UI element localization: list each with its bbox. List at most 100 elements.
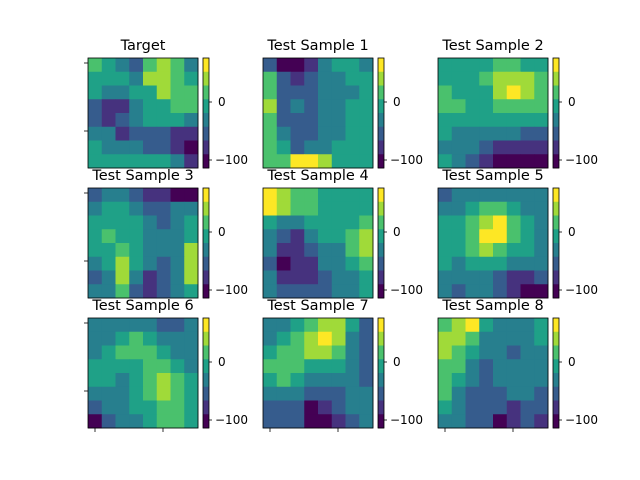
heatmap-cell bbox=[534, 99, 549, 114]
heatmap-cell bbox=[331, 243, 346, 258]
heatmap-cell bbox=[451, 140, 466, 155]
heatmap-cell bbox=[506, 373, 521, 388]
colorbar-tick-label: 0 bbox=[218, 95, 226, 109]
heatmap-cell bbox=[170, 215, 185, 230]
heatmap-cell bbox=[143, 414, 158, 429]
heatmap-cell bbox=[184, 85, 199, 100]
heatmap-cell bbox=[88, 140, 103, 155]
heatmap-cell bbox=[143, 284, 158, 299]
colorbar-tick-label: −100 bbox=[390, 413, 423, 427]
colorbar-tick-label: −100 bbox=[565, 153, 598, 167]
heatmap-cell bbox=[304, 373, 319, 388]
colorbar-segment bbox=[553, 201, 559, 216]
colorbar-segment bbox=[203, 58, 209, 73]
heatmap-cell bbox=[345, 243, 360, 258]
heatmap-cell bbox=[129, 113, 144, 128]
colorbar-segment bbox=[378, 229, 384, 244]
heatmap-cell bbox=[479, 318, 494, 333]
heatmap-cell bbox=[276, 229, 291, 244]
heatmap-cell bbox=[290, 256, 305, 271]
heatmap-cell bbox=[88, 386, 103, 401]
heatmap-cell bbox=[359, 113, 374, 128]
heatmap-cell bbox=[359, 154, 374, 169]
heatmap-cell bbox=[290, 386, 305, 401]
heatmap-cell bbox=[493, 215, 508, 230]
heatmap-cell bbox=[465, 229, 480, 244]
heatmap-cell bbox=[263, 386, 278, 401]
heatmap-cell bbox=[331, 331, 346, 346]
heatmap-cell bbox=[345, 201, 360, 216]
heatmap-cell bbox=[115, 243, 130, 258]
colorbar-segment bbox=[553, 154, 559, 169]
heatmap-cell bbox=[156, 345, 171, 360]
heatmap-cell bbox=[263, 140, 278, 155]
heatmap-cell bbox=[156, 215, 171, 230]
heatmap-cell bbox=[115, 140, 130, 155]
heatmap-cell bbox=[465, 270, 480, 285]
heatmap-cell bbox=[101, 71, 116, 86]
heatmap-cell bbox=[318, 71, 333, 86]
colorbar-segment bbox=[203, 373, 209, 388]
colorbar-segment bbox=[378, 154, 384, 169]
heatmap-cell bbox=[506, 318, 521, 333]
colorbar-segment bbox=[378, 85, 384, 100]
heatmap-cell bbox=[331, 318, 346, 333]
heatmap-cell bbox=[88, 284, 103, 299]
heatmap-cell bbox=[465, 243, 480, 258]
heatmap-cell bbox=[276, 154, 291, 169]
heatmap-cell bbox=[101, 113, 116, 128]
heatmap-cell bbox=[493, 188, 508, 203]
heatmap-cell bbox=[438, 386, 453, 401]
heatmap-cell bbox=[263, 414, 278, 429]
heatmap-cell bbox=[479, 414, 494, 429]
heatmap-cell bbox=[534, 414, 549, 429]
heatmap-cell bbox=[479, 373, 494, 388]
heatmap-cell bbox=[506, 201, 521, 216]
heatmap-cell bbox=[129, 188, 144, 203]
heatmap-cell bbox=[263, 345, 278, 360]
heatmap-cell bbox=[465, 400, 480, 415]
heatmap-cell bbox=[479, 99, 494, 114]
heatmap-cell bbox=[359, 58, 374, 73]
heatmap-cell bbox=[359, 318, 374, 333]
heatmap-cell bbox=[170, 345, 185, 360]
heatmap-cell bbox=[451, 373, 466, 388]
colorbar-segment bbox=[553, 318, 559, 333]
heatmap-cell bbox=[143, 400, 158, 415]
subplot-title: Target bbox=[120, 38, 166, 54]
heatmap-cell bbox=[115, 215, 130, 230]
colorbar-segment bbox=[553, 345, 559, 360]
heatmap-cell bbox=[184, 215, 199, 230]
heatmap-cell bbox=[318, 359, 333, 374]
heatmap-cell bbox=[88, 201, 103, 216]
heatmap-cell bbox=[304, 386, 319, 401]
heatmap-cell bbox=[263, 229, 278, 244]
heatmap-cell bbox=[359, 243, 374, 258]
heatmap-cell bbox=[465, 414, 480, 429]
colorbar-segment bbox=[553, 229, 559, 244]
heatmap-cell bbox=[506, 126, 521, 141]
heatmap-cell bbox=[304, 154, 319, 169]
heatmap-cell bbox=[129, 229, 144, 244]
heatmap-cell bbox=[534, 270, 549, 285]
heatmap-cell bbox=[318, 373, 333, 388]
subplot-5: Test Sample 5 0 −100 bbox=[437, 168, 598, 299]
colorbar-frame bbox=[202, 317, 210, 429]
heatmap-cell bbox=[465, 215, 480, 230]
heatmap-cell bbox=[451, 243, 466, 258]
heatmap-cell bbox=[290, 284, 305, 299]
heatmap-cell bbox=[101, 359, 116, 374]
heatmap-cell bbox=[345, 154, 360, 169]
axes-frame bbox=[87, 57, 199, 169]
heatmap-cell bbox=[115, 284, 130, 299]
heatmap-cell bbox=[520, 99, 535, 114]
colorbar-segment bbox=[203, 243, 209, 258]
heatmap-cell bbox=[263, 400, 278, 415]
heatmap-cell bbox=[451, 414, 466, 429]
heatmap-cell bbox=[506, 331, 521, 346]
heatmap-cell bbox=[438, 126, 453, 141]
heatmap-cell bbox=[345, 113, 360, 128]
heatmap-cell bbox=[359, 414, 374, 429]
heatmap-cell bbox=[143, 373, 158, 388]
heatmap-cell bbox=[318, 414, 333, 429]
